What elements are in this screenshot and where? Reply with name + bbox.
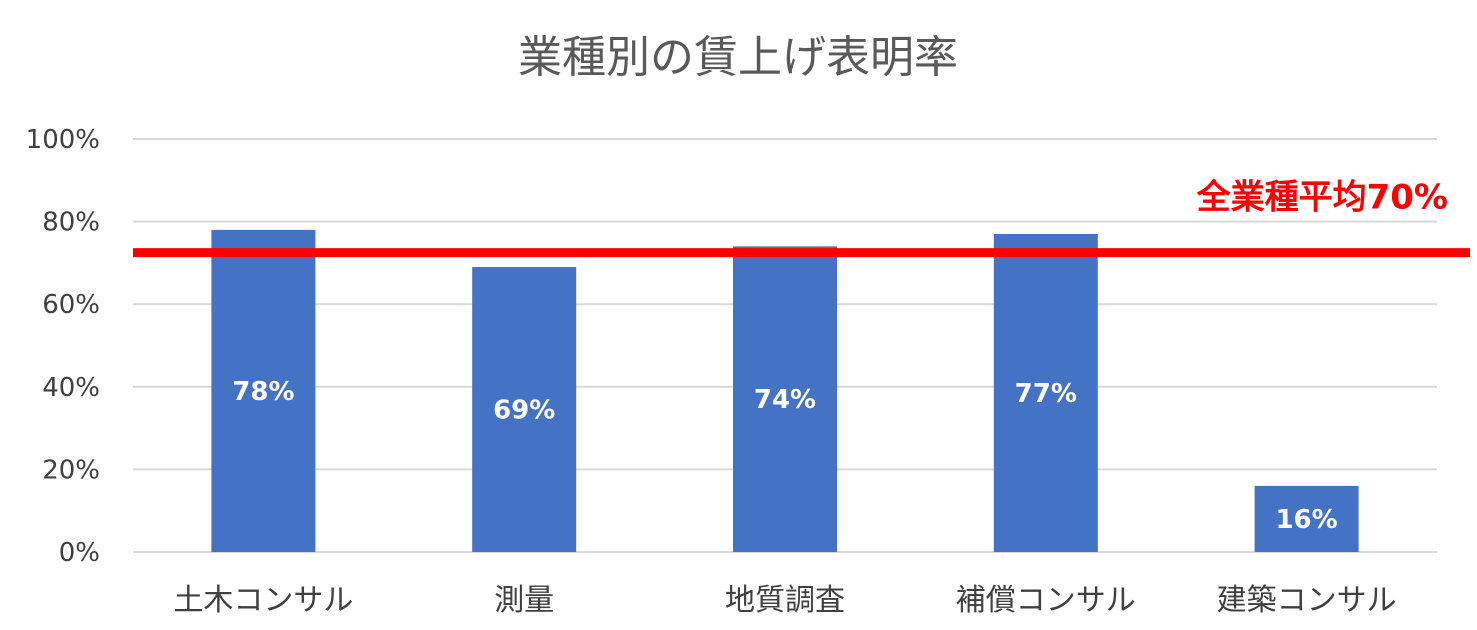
x-tick-label: 補償コンサル: [956, 583, 1136, 618]
data-label: 16%: [1275, 505, 1337, 535]
y-tick-label: 40%: [42, 373, 100, 403]
bar: [472, 267, 577, 552]
bars: [211, 229, 1359, 553]
data-label: 74%: [754, 385, 816, 415]
x-tick-label: 土木コンサル: [173, 583, 353, 618]
y-tick-label: 20%: [42, 455, 100, 485]
data-label: 77%: [1015, 379, 1077, 409]
y-axis-tick-labels: 0% 20% 40% 60% 80% 100%: [26, 125, 100, 568]
x-tick-label: 建築コンサル: [1217, 583, 1397, 618]
y-tick-label: 60%: [42, 290, 100, 320]
bar: [211, 229, 316, 553]
average-reference-label: 全業種平均70%: [1196, 178, 1448, 218]
x-tick-label: 測量: [494, 583, 554, 618]
data-labels: 78% 69% 74% 77% 16%: [232, 377, 1337, 535]
y-tick-label: 0%: [59, 538, 100, 568]
data-label: 69%: [493, 396, 555, 426]
y-tick-label: 80%: [42, 208, 100, 238]
x-axis-tick-labels: 土木コンサル 測量 地質調査 補償コンサル 建築コンサル: [173, 583, 1396, 618]
chart-title: 業種別の賃上げ表明率: [518, 32, 958, 83]
bar: [1254, 485, 1359, 552]
bar: [993, 233, 1098, 553]
data-label: 78%: [232, 377, 294, 407]
bar: [733, 246, 837, 552]
x-tick-label: 地質調査: [725, 583, 845, 618]
y-tick-label: 100%: [26, 125, 100, 155]
